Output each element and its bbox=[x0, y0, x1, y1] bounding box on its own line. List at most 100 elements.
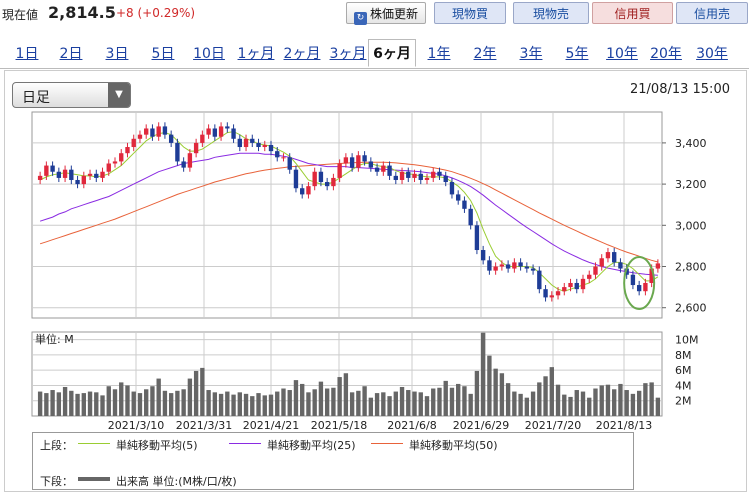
cash-sell-button[interactable]: 現物売 bbox=[513, 2, 589, 24]
candle-body bbox=[119, 153, 124, 162]
x-tick-label: 2021/3/10 bbox=[108, 419, 164, 432]
tab-2y[interactable]: 2年 bbox=[473, 46, 497, 62]
volume-bar bbox=[636, 390, 642, 416]
candle-body bbox=[287, 157, 292, 170]
price-tick-label: 3,400 bbox=[675, 137, 707, 150]
margin-buy-button[interactable]: 信用買 bbox=[592, 2, 673, 24]
candle-body bbox=[524, 266, 530, 269]
candle-body bbox=[112, 161, 118, 164]
candle-body bbox=[537, 270, 542, 290]
candle-body bbox=[530, 268, 536, 271]
candle-body bbox=[237, 138, 242, 148]
candle-body bbox=[231, 128, 236, 139]
candle-body bbox=[630, 274, 636, 286]
volume-bar bbox=[587, 397, 592, 416]
tab-30y[interactable]: 30年 bbox=[696, 46, 728, 62]
current-price-label: 現在値 bbox=[2, 8, 39, 22]
legend-ma50: 単純移動平均(50) bbox=[409, 439, 498, 452]
candle-body bbox=[462, 200, 467, 209]
volume-bar bbox=[156, 378, 161, 416]
candle-body bbox=[418, 173, 423, 180]
candle-body bbox=[268, 144, 274, 152]
x-tick-label: 2021/5/18 bbox=[311, 419, 367, 432]
volume-bar bbox=[137, 393, 143, 416]
volume-bar bbox=[112, 389, 118, 416]
chart-panel bbox=[4, 70, 747, 492]
candle-body bbox=[437, 171, 442, 176]
volume-bar bbox=[393, 391, 398, 416]
tab-3y[interactable]: 3年 bbox=[519, 46, 543, 62]
volume-bar bbox=[543, 376, 548, 416]
volume-tick-label: 4M bbox=[675, 379, 692, 392]
candle-body bbox=[393, 175, 398, 180]
volume-bar bbox=[212, 392, 218, 416]
volume-bar bbox=[574, 390, 579, 416]
tab-2d[interactable]: 2日 bbox=[59, 46, 83, 62]
candle-body bbox=[406, 171, 411, 178]
candle-body bbox=[256, 142, 261, 148]
legend-volume: 出来高 単位:(M株/口/枚) bbox=[116, 475, 237, 488]
tab-5d[interactable]: 5日 bbox=[151, 46, 175, 62]
tab-1y[interactable]: 1年 bbox=[427, 46, 451, 62]
candle-body bbox=[318, 171, 324, 183]
volume-bar bbox=[44, 393, 49, 416]
volume-bar bbox=[175, 390, 180, 416]
volume-bar bbox=[524, 397, 530, 416]
cash-buy-button[interactable]: 現物買 bbox=[434, 2, 506, 24]
price-pane bbox=[31, 111, 663, 319]
candle-body bbox=[636, 285, 642, 292]
volume-bar bbox=[206, 390, 211, 416]
candle-body bbox=[449, 182, 455, 195]
volume-bar bbox=[268, 394, 274, 416]
legend-ma5: 単純移動平均(5) bbox=[116, 439, 198, 452]
tab-3m[interactable]: 3ヶ月 bbox=[329, 46, 367, 62]
legend-volume-swatch bbox=[78, 477, 110, 481]
candle-body bbox=[443, 175, 448, 183]
candle-body bbox=[206, 128, 211, 135]
tab-3d[interactable]: 3日 bbox=[105, 46, 129, 62]
tab-1d[interactable]: 1日 bbox=[15, 46, 39, 62]
refresh-label: 株価更新 bbox=[369, 7, 418, 21]
tab-1m[interactable]: 1ヶ月 bbox=[237, 46, 275, 62]
tab-10d[interactable]: 10日 bbox=[193, 46, 225, 62]
tab-2m[interactable]: 2ヶ月 bbox=[283, 46, 321, 62]
ma25-line bbox=[39, 152, 658, 276]
candle-body bbox=[562, 287, 567, 292]
volume-bar bbox=[100, 395, 105, 416]
refresh-price-button[interactable]: ↻ 株価更新 bbox=[346, 2, 426, 25]
tab-10y[interactable]: 10年 bbox=[606, 46, 638, 62]
period-tabs: 1日 2日 3日 5日 10日 1ヶ月 2ヶ月 3ヶ月 6ヶ月 1年 2年 3年… bbox=[0, 38, 749, 69]
volume-bar bbox=[512, 391, 517, 416]
candle-type-value: 日足 bbox=[22, 90, 50, 106]
candle-body bbox=[62, 169, 68, 178]
volume-bar bbox=[81, 393, 86, 416]
volume-tick-label: 6M bbox=[675, 364, 692, 377]
tab-5y[interactable]: 5年 bbox=[565, 46, 589, 62]
volume-bar bbox=[555, 384, 561, 416]
volume-bar bbox=[187, 378, 193, 416]
volume-bar bbox=[218, 393, 224, 416]
volume-bar bbox=[437, 387, 442, 416]
candle-body bbox=[555, 291, 561, 296]
highlight-circle bbox=[623, 255, 656, 310]
candle-body bbox=[612, 252, 617, 263]
candle-body bbox=[368, 161, 374, 168]
volume-bar bbox=[655, 397, 661, 416]
legend-ma50-swatch bbox=[371, 443, 403, 444]
volume-bar bbox=[518, 393, 523, 416]
legend-ma25-swatch bbox=[229, 443, 261, 444]
volume-bar bbox=[237, 392, 242, 416]
quote-header: 現在値 2,814.5 +8 (+0.29%) ↻ 株価更新 現物買 現物売 信用… bbox=[0, 0, 749, 28]
volume-tick-label: 2M bbox=[675, 395, 692, 408]
candle-body bbox=[549, 295, 554, 298]
candle-body bbox=[300, 188, 305, 195]
tab-20y[interactable]: 20年 bbox=[650, 46, 682, 62]
volume-bar bbox=[300, 383, 305, 416]
tab-6m[interactable]: 6ヶ月 bbox=[368, 39, 416, 67]
candle-body bbox=[487, 260, 492, 271]
volume-bar bbox=[37, 391, 43, 416]
candle-type-select[interactable]: 日足 ▼ bbox=[12, 82, 131, 108]
volume-bar bbox=[287, 390, 292, 416]
margin-sell-button[interactable]: 信用売 bbox=[676, 2, 748, 24]
candle-body bbox=[94, 173, 99, 178]
